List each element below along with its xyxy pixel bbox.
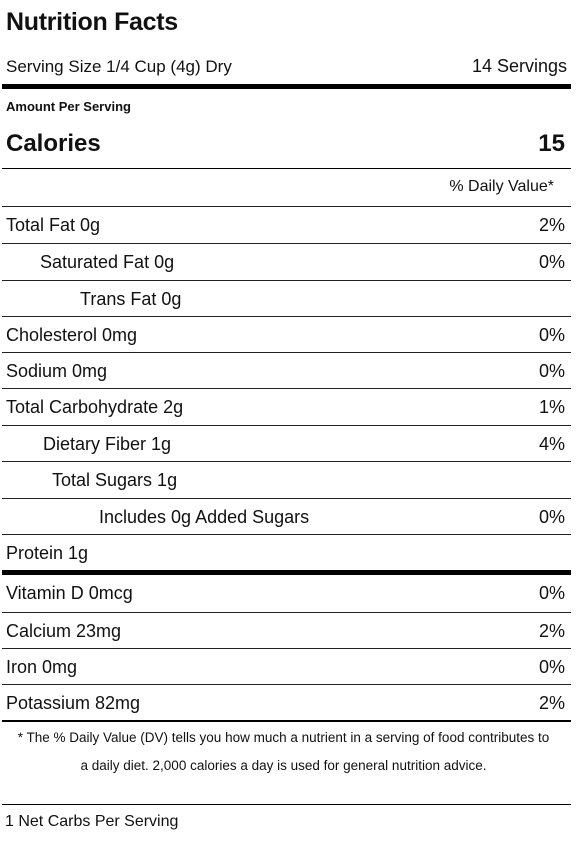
calories-divider: [2, 168, 571, 169]
nutrient-dv: 0%: [538, 582, 565, 603]
nutrient-name: Iron 0mg: [6, 656, 78, 677]
daily-value-header: % Daily Value*: [449, 178, 554, 195]
nutrient-dv: 0%: [538, 360, 565, 381]
nutrient-dv: 2%: [538, 620, 565, 641]
nutrient-name: Protein 1g: [6, 542, 89, 563]
nutrient-row: Total Fat 0g 2%: [2, 206, 571, 243]
serving-info: Serving Size 1/4 Cup (4g) Dry 14 Serving…: [6, 56, 567, 80]
nutrient-name: Vitamin D 0mcg: [6, 582, 133, 603]
nutrient-row: Total Carbohydrate 2g 1%: [2, 388, 571, 425]
thick-divider: [2, 84, 571, 89]
nutrient-name: Cholesterol 0mg: [6, 324, 138, 345]
nutrient-dv: 0%: [538, 506, 565, 527]
nutrient-name: Sodium 0mg: [6, 360, 108, 381]
nutrient-name: Saturated Fat 0g: [40, 251, 175, 272]
vitamin-row: Vitamin D 0mcg 0%: [2, 575, 571, 611]
daily-value-footnote: * The % Daily Value (DV) tells you how m…: [17, 730, 550, 773]
vitamin-row: Calcium 23mg 2%: [2, 612, 571, 649]
serving-size: Serving Size 1/4 Cup (4g) Dry: [6, 57, 232, 76]
nutrient-name: Includes 0g Added Sugars: [99, 506, 310, 527]
net-carbs-note: 1 Net Carbs Per Serving: [5, 813, 179, 830]
amount-per-serving: Amount Per Serving: [6, 99, 131, 114]
nutrient-row: Trans Fat 0g: [2, 280, 571, 317]
label-title: Nutrition Facts: [6, 8, 178, 36]
thick-divider: [2, 570, 571, 575]
nutrient-name: Total Sugars 1g: [52, 469, 178, 490]
nutrient-name: Total Carbohydrate 2g: [6, 396, 184, 417]
nutrient-row: Sodium 0mg 0%: [2, 352, 571, 389]
nutrient-row: Cholesterol 0mg 0%: [2, 316, 571, 353]
nutrient-dv: 4%: [538, 433, 565, 454]
nutrient-dv: 0%: [538, 251, 565, 272]
vitamin-row: Potassium 82mg 2%: [2, 684, 571, 721]
nutrient-row: Protein 1g: [2, 534, 571, 571]
nutrient-dv: 2%: [538, 214, 565, 235]
nutrient-row: Total Sugars 1g: [2, 461, 571, 498]
nutrient-name: Trans Fat 0g: [80, 288, 182, 309]
calories-value: 15: [538, 130, 565, 157]
nutrient-name: Dietary Fiber 1g: [43, 433, 172, 454]
vitamin-divider: [2, 720, 571, 722]
nutrient-dv: 0%: [538, 324, 565, 345]
nutrient-row: Saturated Fat 0g 0%: [2, 243, 571, 280]
nutrient-dv: 1%: [538, 396, 565, 417]
nutrient-row: Dietary Fiber 1g 4%: [2, 425, 571, 462]
calories-label: Calories: [6, 130, 101, 157]
servings-per-container: 14 Servings: [471, 56, 567, 76]
nutrient-name: Calcium 23mg: [6, 620, 122, 641]
nutrient-name: Potassium 82mg: [6, 692, 141, 713]
calories-row: Calories 15: [6, 130, 565, 164]
nutrient-row: Includes 0g Added Sugars 0%: [2, 498, 571, 535]
vitamin-row: Iron 0mg 0%: [2, 648, 571, 685]
nutrient-dv: 0%: [538, 656, 565, 677]
nutrient-dv: 2%: [538, 692, 565, 713]
footnote-divider: [2, 804, 571, 805]
nutrient-name: Total Fat 0g: [6, 214, 101, 235]
